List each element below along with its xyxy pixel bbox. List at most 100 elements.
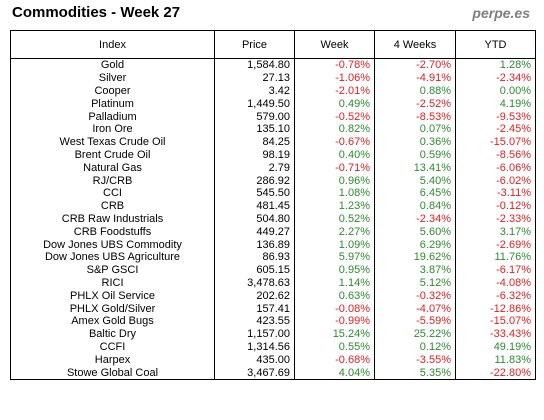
ytd-change-cell: 11.83%: [455, 353, 536, 367]
ytd-change-cell: 0.00%: [455, 84, 536, 98]
four-week-change-cell: 0.88%: [374, 84, 456, 98]
week-change-cell: 1.08%: [294, 186, 375, 200]
table-row: PHLX Oil Service 202.62 0.63% -0.32% -6.32%: [10, 289, 536, 303]
price-cell: 481.45: [214, 199, 295, 213]
index-name-cell: Dow Jones UBS Agriculture: [10, 250, 215, 264]
four-week-change-cell: 5.60%: [374, 225, 456, 239]
week-change-cell: -0.71%: [294, 161, 375, 175]
table-row: RJ/CRB 286.92 0.96% 5.40% -6.02%: [10, 174, 536, 187]
week-change-cell: 1.23%: [294, 199, 375, 213]
index-name-cell: Dow Jones UBS Commodity: [10, 238, 215, 251]
price-cell: 605.15: [214, 263, 295, 277]
ytd-change-cell: -22.80%: [455, 366, 536, 380]
table-row: Platinum 1,449.50 0.49% -2.52% 4.19%: [10, 97, 536, 111]
table-row: Dow Jones UBS Agriculture 86.93 5.97% 19.62…: [10, 250, 536, 264]
table-row: Silver 27.13 -1.06% -4.91% -2.34%: [10, 71, 536, 85]
price-cell: 135.10: [214, 122, 295, 136]
price-cell: 504.80: [214, 212, 295, 226]
week-change-cell: 15.24%: [294, 327, 375, 341]
index-name-cell: CRB: [10, 199, 215, 213]
four-week-change-cell: -2.70%: [374, 58, 456, 72]
week-change-cell: 0.40%: [294, 148, 375, 162]
week-change-cell: 0.49%: [294, 97, 375, 111]
index-name-cell: PHLX Oil Service: [10, 289, 215, 303]
four-week-change-cell: 0.36%: [374, 135, 456, 149]
index-name-cell: Baltic Dry: [10, 327, 215, 341]
four-week-change-cell: 5.35%: [374, 366, 456, 380]
table-row: Natural Gas 2.79 -0.71% 13.41% -6.06%: [10, 161, 536, 175]
week-change-cell: -0.78%: [294, 58, 375, 72]
price-cell: 579.00: [214, 110, 295, 123]
four-week-change-cell: -5.59%: [374, 314, 456, 328]
four-week-change-cell: -2.52%: [374, 97, 456, 111]
week-change-cell: 4.04%: [294, 366, 375, 380]
index-name-cell: Brent Crude Oil: [10, 148, 215, 162]
index-name-cell: CRB Raw Industrials: [10, 212, 215, 226]
column-header-week: Week: [294, 30, 375, 59]
table-row: Palladium 579.00 -0.52% -8.53% -9.53%: [10, 110, 536, 123]
four-week-change-cell: -4.07%: [374, 302, 456, 315]
week-change-cell: -0.67%: [294, 135, 375, 149]
four-week-change-cell: 5.12%: [374, 276, 456, 290]
four-week-change-cell: 25.22%: [374, 327, 456, 341]
week-change-cell: -0.08%: [294, 302, 375, 315]
price-cell: 1,584.80: [214, 58, 295, 72]
index-name-cell: Palladium: [10, 110, 215, 123]
ytd-change-cell: -2.34%: [455, 71, 536, 85]
price-cell: 3,478.63: [214, 276, 295, 290]
week-change-cell: 0.82%: [294, 122, 375, 136]
brand-watermark: perpe.es: [472, 5, 530, 21]
week-change-cell: 5.97%: [294, 250, 375, 264]
four-week-change-cell: 3.87%: [374, 263, 456, 277]
four-week-change-cell: -8.53%: [374, 110, 456, 123]
index-name-cell: Natural Gas: [10, 161, 215, 175]
table-row: Gold 1,584.80 -0.78% -2.70% 1.28%: [10, 58, 536, 72]
index-name-cell: PHLX Gold/Silver: [10, 302, 215, 315]
index-name-cell: West Texas Crude Oil: [10, 135, 215, 149]
price-cell: 1,157.00: [214, 327, 295, 341]
table-row: Iron Ore 135.10 0.82% 0.07% -2.45%: [10, 122, 536, 136]
ytd-change-cell: -0.12%: [455, 199, 536, 213]
table-row: CRB Foodstuffs 449.27 2.27% 5.60% 3.17%: [10, 225, 536, 239]
index-name-cell: S&P GSCI: [10, 263, 215, 277]
index-name-cell: Gold: [10, 58, 215, 72]
index-name-cell: Cooper: [10, 84, 215, 98]
table-row: Dow Jones UBS Commodity 136.89 1.09% 6.29% -…: [10, 238, 536, 251]
index-name-cell: Stowe Global Coal: [10, 366, 215, 380]
price-cell: 98.19: [214, 148, 295, 162]
ytd-change-cell: -12.86%: [455, 302, 536, 315]
index-name-cell: Platinum: [10, 97, 215, 111]
four-week-change-cell: -3.55%: [374, 353, 456, 367]
price-cell: 157.41: [214, 302, 295, 315]
table-row: CCFI 1,314.56 0.55% 0.12% 49.19%: [10, 340, 536, 354]
week-change-cell: 0.95%: [294, 263, 375, 277]
price-cell: 202.62: [214, 289, 295, 303]
index-name-cell: Amex Gold Bugs: [10, 314, 215, 328]
price-cell: 86.93: [214, 250, 295, 264]
price-cell: 84.25: [214, 135, 295, 149]
week-change-cell: 0.52%: [294, 212, 375, 226]
index-name-cell: CCFI: [10, 340, 215, 354]
four-week-change-cell: 0.07%: [374, 122, 456, 136]
table-row: CCI 545.50 1.08% 6.45% -3.11%: [10, 186, 536, 200]
table-row: Brent Crude Oil 98.19 0.40% 0.59% -8.56%: [10, 148, 536, 162]
price-cell: 435.00: [214, 353, 295, 367]
four-week-change-cell: 0.12%: [374, 340, 456, 354]
price-cell: 423.55: [214, 314, 295, 328]
ytd-change-cell: 1.28%: [455, 58, 536, 72]
four-week-change-cell: 13.41%: [374, 161, 456, 175]
table-row: Stowe Global Coal 3,467.69 4.04% 5.35% -22.8…: [10, 366, 536, 380]
commodities-table: Index Price Week 4 Weeks YTD Gold 1,584.8…: [10, 30, 536, 380]
ytd-change-cell: -8.56%: [455, 148, 536, 162]
price-cell: 545.50: [214, 186, 295, 200]
four-week-change-cell: 6.29%: [374, 238, 456, 251]
four-week-change-cell: 0.59%: [374, 148, 456, 162]
ytd-change-cell: -4.08%: [455, 276, 536, 290]
ytd-change-cell: -2.45%: [455, 122, 536, 136]
week-change-cell: 0.55%: [294, 340, 375, 354]
ytd-change-cell: 3.17%: [455, 225, 536, 239]
ytd-change-cell: -15.07%: [455, 135, 536, 149]
ytd-change-cell: -2.69%: [455, 238, 536, 251]
four-week-change-cell: -0.32%: [374, 289, 456, 303]
week-change-cell: 2.27%: [294, 225, 375, 239]
